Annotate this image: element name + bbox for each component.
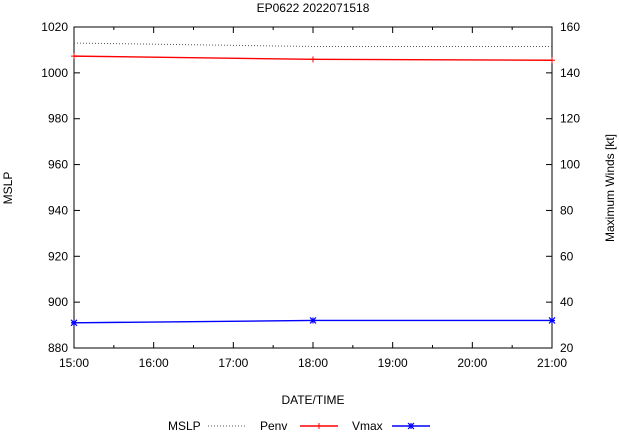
y2-tick-label: 120 xyxy=(560,112,580,126)
y-tick-label: 960 xyxy=(48,158,68,172)
legend-marker-vmax xyxy=(407,422,415,430)
y2-tick-label: 160 xyxy=(560,20,580,34)
data-point-vmax xyxy=(309,317,317,324)
y-tick-label: 880 xyxy=(48,341,68,355)
data-point-penv xyxy=(549,57,555,64)
legend-label-penv: Penv xyxy=(260,419,287,432)
y-tick-label: 980 xyxy=(48,112,68,126)
x-axis-label: DATE/TIME xyxy=(281,393,344,407)
y2-tick-label: 100 xyxy=(560,158,580,172)
legend: MSLP Penv Vmax xyxy=(168,419,430,432)
x-tick-label: 18:00 xyxy=(298,356,328,370)
data-point-penv xyxy=(310,56,316,63)
y-tick-label: 1000 xyxy=(41,66,68,80)
x-tick-label: 19:00 xyxy=(378,356,408,370)
plot-area xyxy=(73,26,553,349)
x-tick-label: 16:00 xyxy=(139,356,169,370)
y-tick-label: 1020 xyxy=(41,20,68,34)
x-tick-label: 17:00 xyxy=(218,356,248,370)
data-point-vmax xyxy=(70,319,78,327)
chart-title: EP0622 2022071518 xyxy=(257,1,370,15)
legend-label-vmax: Vmax xyxy=(352,419,383,432)
y2-tick-label: 80 xyxy=(560,203,574,217)
y2-tick-label: 60 xyxy=(560,249,574,263)
legend-marker-penv xyxy=(316,423,322,429)
series-line-mslp xyxy=(73,42,552,47)
y-tick-label: 900 xyxy=(48,295,68,309)
data-point-penv xyxy=(71,53,77,60)
x-tick-label: 20:00 xyxy=(457,356,487,370)
y2-tick-label: 40 xyxy=(560,295,574,309)
y-tick-label: 920 xyxy=(48,249,68,263)
data-point-vmax xyxy=(548,317,556,324)
legend-label-mslp: MSLP xyxy=(168,419,201,432)
y2-tick-label: 140 xyxy=(560,66,580,80)
y2-tick-label: 20 xyxy=(560,341,574,355)
x-tick-label: 15:00 xyxy=(59,356,89,370)
y2-axis-label: Maximum Winds [kt] xyxy=(603,134,617,242)
x-tick-label: 21:00 xyxy=(537,356,567,370)
y-axis-label: MSLP xyxy=(1,172,15,205)
y-tick-label: 940 xyxy=(48,203,68,217)
